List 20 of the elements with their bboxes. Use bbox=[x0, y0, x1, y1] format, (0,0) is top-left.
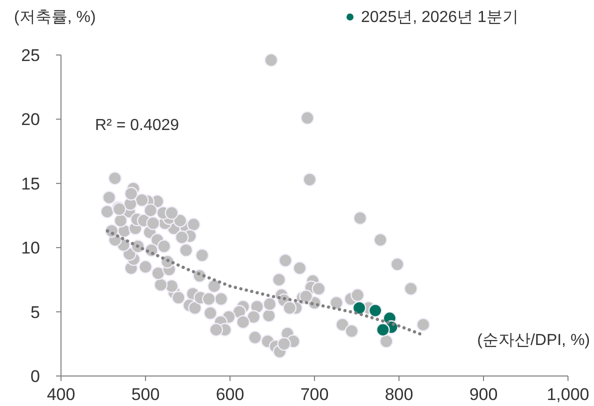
y-tick-label: 10 bbox=[21, 238, 40, 258]
point bbox=[368, 304, 382, 318]
x-axis-title: (순자산/DPI, %) bbox=[477, 332, 590, 349]
x-tick-label: 1,000 bbox=[546, 385, 590, 404]
point bbox=[376, 322, 390, 337]
point bbox=[352, 301, 366, 315]
y-tick-label: 25 bbox=[21, 46, 40, 65]
y-tick-label: 20 bbox=[21, 110, 40, 130]
legend: 2025년, 2026년 1분기 bbox=[346, 9, 518, 26]
annotation: R² = 0.4029 bbox=[95, 117, 180, 134]
y-axis-title: (저축률, %) bbox=[14, 9, 96, 26]
x-tick-label: 700 bbox=[300, 385, 329, 404]
x-tick-label: 400 bbox=[46, 385, 76, 404]
x-tick-label: 900 bbox=[469, 385, 498, 404]
x-tick-label: 500 bbox=[131, 385, 160, 404]
x-tick-label: 600 bbox=[216, 385, 244, 404]
x-tick-label: 800 bbox=[384, 385, 414, 404]
y-tick-label: 15 bbox=[21, 174, 40, 194]
y-tick-label: 5 bbox=[30, 302, 40, 322]
y-tick-label: 0 bbox=[30, 367, 40, 386]
